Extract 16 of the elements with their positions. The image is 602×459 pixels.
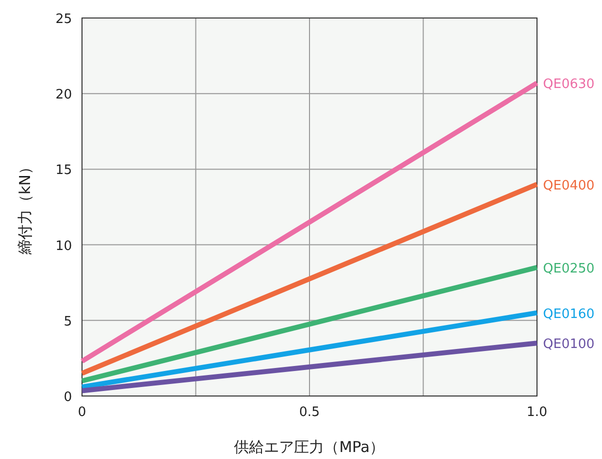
y-tick-label: 15 bbox=[55, 163, 72, 178]
y-tick-label: 5 bbox=[64, 314, 72, 330]
y-tick-label: 20 bbox=[55, 88, 72, 103]
x-tick-label: 0.5 bbox=[299, 405, 320, 420]
y-tick-label: 25 bbox=[55, 12, 72, 27]
x-axis-title: 供給エア圧力（MPa） bbox=[234, 438, 385, 456]
y-tick-label: 10 bbox=[55, 238, 72, 254]
series-label: QE0160 bbox=[543, 306, 595, 322]
series-label: QE0250 bbox=[543, 261, 595, 276]
series-label: QE0630 bbox=[543, 77, 595, 92]
y-tick-label: 0 bbox=[64, 390, 72, 405]
series-label: QE0100 bbox=[543, 337, 595, 352]
y-axis-title: 締付力（kN） bbox=[16, 160, 34, 256]
series-label: QE0400 bbox=[543, 178, 595, 194]
x-tick-label: 1.0 bbox=[526, 405, 548, 420]
x-tick-label: 0 bbox=[78, 405, 86, 420]
